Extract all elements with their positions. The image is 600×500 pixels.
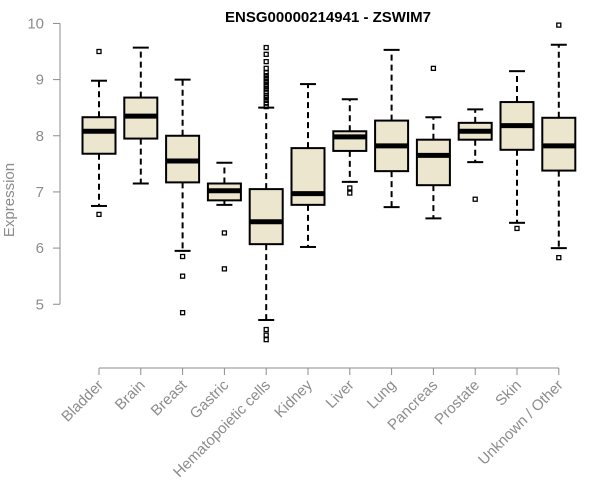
outlier-point <box>263 332 269 338</box>
y-tick-label: 6 <box>36 240 44 257</box>
boxes-layer <box>81 22 577 343</box>
y-tick-label: 10 <box>27 15 44 32</box>
y-axis-label: Expression <box>1 163 18 237</box>
outlier-point <box>263 75 269 82</box>
y-tick-label: 8 <box>36 128 44 145</box>
outlier-point <box>263 326 269 333</box>
outlier-point <box>179 253 186 260</box>
outlier-point <box>556 254 562 261</box>
box-group <box>206 161 242 272</box>
outlier-point <box>263 51 269 57</box>
outlier-point <box>430 65 437 72</box>
iqr-box <box>81 116 117 155</box>
outlier-point <box>263 78 269 84</box>
y-tick-label: 7 <box>36 184 44 201</box>
x-tick-label: Kidney <box>271 376 316 421</box>
outlier-point <box>221 266 228 272</box>
outlier-point <box>347 190 353 196</box>
y-axis: 5 6 7 8 9 10 <box>27 15 61 313</box>
outlier-point <box>263 97 269 104</box>
box-group <box>81 48 117 218</box>
x-tick-label: Skin <box>492 377 525 410</box>
chart-title: ENSG00000214941 - ZSWIM7 <box>225 9 431 26</box>
outlier-point <box>263 65 269 72</box>
iqr-box <box>332 130 368 152</box>
x-tick-label: Prostate <box>431 377 483 429</box>
y-tick-label: 5 <box>36 296 44 313</box>
box-group <box>332 98 368 196</box>
outlier-point <box>179 273 186 279</box>
outlier-point <box>263 44 269 51</box>
box-group <box>290 83 326 248</box>
box-group <box>499 70 535 232</box>
y-tick-label: 9 <box>36 72 44 89</box>
box-group <box>374 48 410 209</box>
outlier-point <box>263 81 269 87</box>
outlier-point <box>472 196 478 202</box>
outlier-point <box>263 336 269 343</box>
box-group <box>541 22 577 261</box>
outlier-point <box>263 89 269 95</box>
box-group <box>123 46 159 185</box>
outlier-point <box>179 310 186 316</box>
iqr-box <box>248 188 284 246</box>
box-group <box>457 108 493 202</box>
x-tick-label: Lung <box>364 377 400 413</box>
outlier-point <box>263 58 269 65</box>
outlier-point <box>263 70 269 76</box>
x-tick-label: Breast <box>148 376 191 419</box>
x-tick-label: Bladder <box>58 377 107 426</box>
iqr-box <box>415 138 451 187</box>
x-tick-label: Liver <box>323 377 358 412</box>
outlier-point <box>221 230 228 236</box>
outlier-point <box>96 48 102 55</box>
box-group <box>165 78 201 316</box>
outlier-point <box>514 225 520 232</box>
outlier-point <box>263 100 269 106</box>
iqr-box <box>290 147 326 206</box>
box-group <box>248 44 284 343</box>
outlier-point <box>263 73 269 79</box>
outlier-point <box>96 211 102 218</box>
x-tick-label: Brain <box>112 377 149 414</box>
box-group <box>415 65 451 220</box>
outlier-point <box>556 22 562 28</box>
outlier-point <box>263 86 269 92</box>
outlier-point <box>347 185 353 191</box>
